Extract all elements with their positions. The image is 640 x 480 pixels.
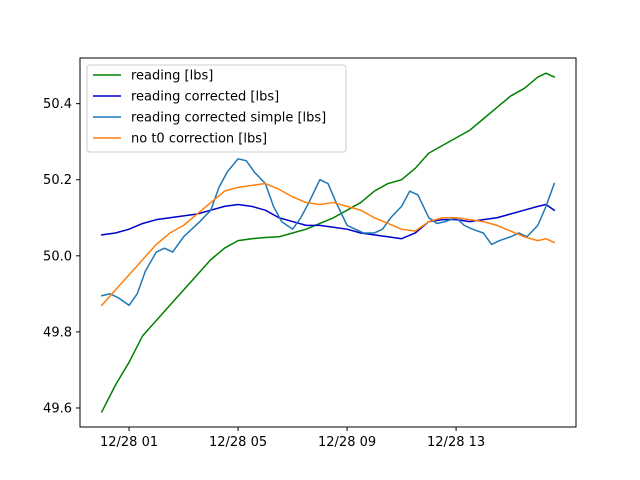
legend-label: reading [lbs] <box>131 69 213 84</box>
series-line-3 <box>100 182 556 307</box>
legend-box <box>86 64 347 153</box>
x-tick-label: 12/28 01 <box>100 435 158 450</box>
series-line-2 <box>100 158 556 307</box>
y-axis: 49.6 49.8 50.0 50.2 50.4 <box>43 97 80 416</box>
y-tick-label: 50.0 <box>43 249 72 264</box>
series-line-1 <box>100 203 556 240</box>
x-axis: 12/28 01 12/28 05 12/28 09 12/28 13 <box>100 427 485 450</box>
legend-label: reading corrected simple [lbs] <box>131 111 326 126</box>
plot-frame <box>79 57 577 428</box>
series-layer <box>100 72 556 413</box>
legend-label: reading corrected [lbs] <box>131 90 279 105</box>
y-tick-label: 50.2 <box>43 173 72 188</box>
x-tick-label: 12/28 13 <box>427 435 485 450</box>
series-line-0 <box>100 72 556 413</box>
y-tick-label: 49.6 <box>43 401 72 416</box>
y-tick-label: 50.4 <box>43 97 72 112</box>
x-tick-label: 12/28 05 <box>209 435 267 450</box>
legend: reading [lbs] reading corrected [lbs] read… <box>86 64 347 153</box>
legend-label: no t0 correction [lbs] <box>131 132 267 147</box>
x-tick-label: 12/28 09 <box>318 435 376 450</box>
y-tick-label: 49.8 <box>43 325 72 340</box>
